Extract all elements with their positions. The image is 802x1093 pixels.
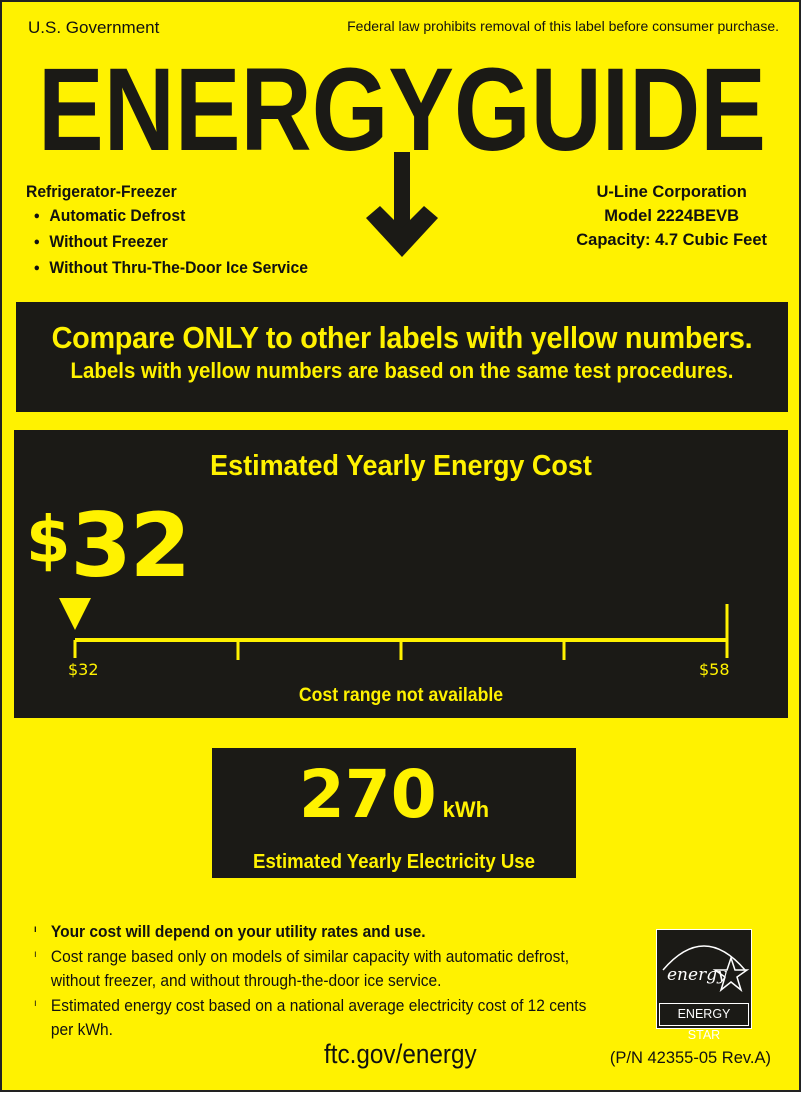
scale-min-label: $32 [68, 660, 99, 679]
note-item: Estimated energy cost based on a nationa… [34, 992, 598, 1043]
note-item: Cost range based only on models of simil… [34, 943, 598, 994]
energyguide-title: ENERGYGUIDE [38, 44, 766, 257]
energy-star-text: ENERGY STAR [659, 1003, 749, 1042]
kwh-unit: kWh [442, 797, 490, 822]
down-arrow-icon [366, 152, 438, 257]
note-item: Your cost will depend on your utility ra… [34, 918, 598, 945]
notes: Your cost will depend on your utility ra… [34, 918, 598, 1043]
electricity-label: Estimated Yearly Electricity Use [253, 851, 535, 873]
feature-item: Without Thru-The-Door Ice Service [34, 256, 308, 282]
manufacturer-info: U-Line Corporation Model 2224BEVB Capaci… [576, 180, 767, 252]
removal-notice: Federal law prohibits removal of this la… [347, 18, 779, 34]
product-description: Refrigerator-Freezer Automatic Defrost W… [26, 180, 308, 282]
model-number: Model 2224BEVB [604, 207, 740, 225]
energy-script: energy [667, 965, 727, 985]
feature-item: Without Freezer [34, 230, 308, 256]
part-number: (P/N 42355-05 Rev.A) [609, 1049, 771, 1067]
scale-max-label: $58 [699, 660, 730, 679]
compare-headline: Compare ONLY to other labels with yellow… [51, 320, 753, 355]
range-note: Cost range not available [298, 685, 504, 706]
cost-panel: Estimated Yearly Energy Cost $32 $32 $58… [14, 430, 788, 718]
cost-heading: Estimated Yearly Energy Cost [210, 450, 592, 482]
cost-marker-icon [59, 598, 91, 630]
government-text: U.S. Government [28, 18, 160, 37]
product-type: Refrigerator-Freezer [26, 183, 177, 201]
ftc-link[interactable]: ftc.gov/energy [324, 1039, 477, 1069]
feature-item: Automatic Defrost [34, 204, 308, 230]
energy-star-logo: energy ENERGY STAR [656, 929, 752, 1042]
cost-amount: 32 [70, 494, 191, 597]
currency-symbol: $ [26, 504, 71, 578]
compare-panel: Compare ONLY to other labels with yellow… [16, 302, 788, 412]
compare-subline: Labels with yellow numbers are based on … [70, 358, 734, 383]
yearly-cost: $32 [26, 494, 191, 597]
electricity-panel: 270 kWh Estimated Yearly Electricity Use [212, 748, 576, 878]
energy-star-icon: energy [662, 945, 750, 993]
manufacturer-name: U-Line Corporation [596, 183, 747, 201]
kwh-value: 270 [298, 756, 437, 833]
capacity: Capacity: 4.7 Cubic Feet [576, 231, 767, 249]
cost-scale [59, 598, 729, 660]
